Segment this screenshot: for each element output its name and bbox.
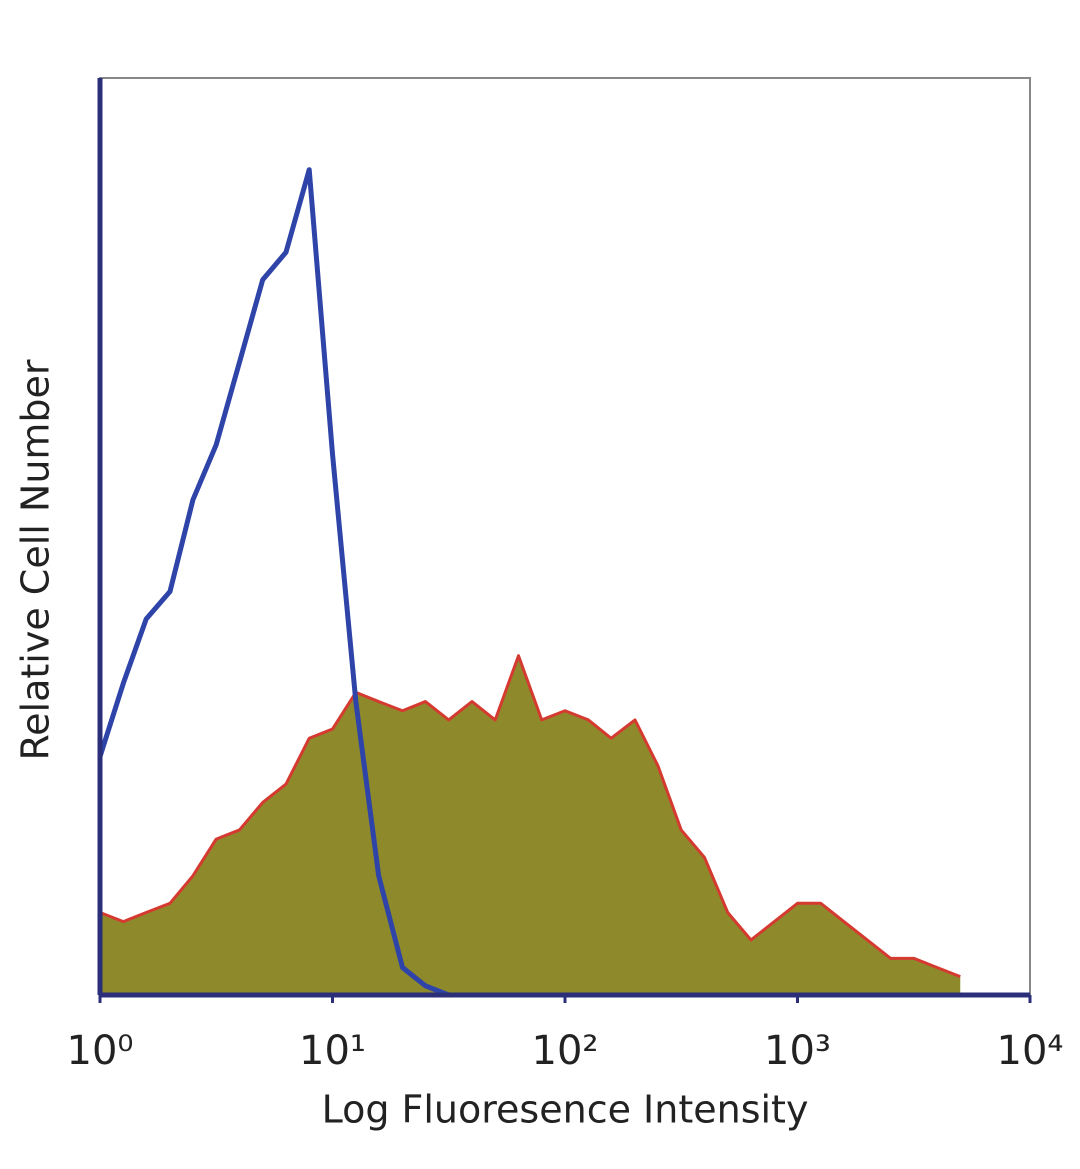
- x-tick-label: 10⁰: [67, 1028, 134, 1074]
- y-axis-title: Relative Cell Number: [14, 359, 58, 760]
- x-tick-label: 10⁴: [997, 1028, 1064, 1074]
- histogram-line: [97, 167, 450, 998]
- x-tick-label: 10¹: [299, 1028, 366, 1074]
- x-tick-label: 10³: [764, 1028, 831, 1074]
- x-axis-title: Log Fluoresence Intensity: [322, 1088, 809, 1132]
- histogram-line: [99, 654, 961, 979]
- x-tick-label: 10²: [532, 1028, 599, 1074]
- area-fill: [100, 655, 961, 995]
